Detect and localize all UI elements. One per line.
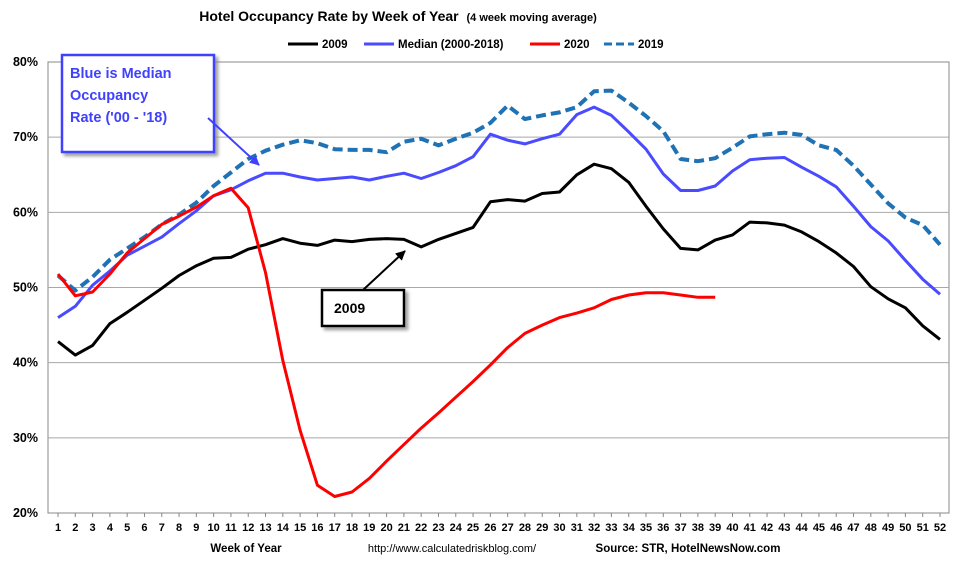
legend-item-2020: 2020 — [530, 39, 590, 51]
chart-title-sub: (4 week moving average) — [467, 12, 598, 24]
x-tick-label-9: 9 — [193, 522, 199, 534]
x-tick-label-26: 26 — [484, 522, 496, 534]
x-tick-label-31: 31 — [571, 522, 583, 534]
x-tick-label-50: 50 — [899, 522, 911, 534]
x-tick-label-39: 39 — [709, 522, 721, 534]
x-tick-label-25: 25 — [467, 522, 479, 534]
x-tick-label-11: 11 — [225, 522, 237, 534]
annotation-median-box — [60, 53, 216, 154]
x-tick-label-34: 34 — [623, 522, 636, 534]
x-tick-label-10: 10 — [208, 522, 220, 534]
legend-item-2009: 2009 — [288, 39, 348, 51]
chart-title: Hotel Occupancy Rate by Week of Year (4 … — [199, 8, 597, 24]
x-tick-label-2: 2 — [72, 522, 78, 534]
x-tick-label-32: 32 — [588, 522, 600, 534]
x-tick-label-36: 36 — [657, 522, 669, 534]
annotation-2009-arrow — [362, 250, 406, 291]
legend-label-median: Median (2000-2018) — [398, 39, 504, 51]
x-tick-label-48: 48 — [865, 522, 877, 534]
x-tick-label-40: 40 — [726, 522, 738, 534]
x-tick-label-13: 13 — [259, 522, 271, 534]
x-tick-label-42: 42 — [761, 522, 773, 534]
x-tick-label-18: 18 — [346, 522, 358, 534]
y-tick-label-70: 70% — [13, 130, 38, 144]
x-tick-label-4: 4 — [107, 522, 114, 534]
series-line-2009 — [57, 162, 941, 357]
x-tick-label-22: 22 — [415, 522, 427, 534]
x-tick-label-6: 6 — [141, 522, 147, 534]
x-tick-label-29: 29 — [536, 522, 548, 534]
y-tick-label-80: 80% — [13, 55, 38, 69]
annotation-2009-box — [320, 288, 406, 328]
x-tick-label-52: 52 — [934, 522, 946, 534]
footer-url: http://www.calculatedriskblog.com/ — [368, 543, 537, 555]
annotation-median-arrow — [207, 117, 260, 166]
footer-source: Source: STR, HotelNewsNow.com — [596, 543, 781, 555]
annotation-median-line-2: Occupancy — [70, 88, 148, 104]
x-tick-label-14: 14 — [277, 522, 290, 534]
x-tick-label-47: 47 — [847, 522, 859, 534]
x-tick-label-24: 24 — [450, 522, 463, 534]
series-line-2019 — [56, 88, 942, 293]
x-tick-label-46: 46 — [830, 522, 842, 534]
y-tick-label-60: 60% — [13, 205, 38, 219]
x-tick-label-49: 49 — [882, 522, 894, 534]
x-tick-label-15: 15 — [294, 522, 306, 534]
x-axis-label: Week of Year — [210, 543, 282, 555]
legend: 2009 Median (2000-2018) 2020 2019 — [288, 39, 664, 51]
annotation-median-line-1: Blue is Median — [70, 66, 172, 82]
y-tick-label-20: 20% — [13, 506, 38, 520]
y-tick-label-30: 30% — [13, 431, 38, 445]
y-tick-label-40: 40% — [13, 356, 38, 370]
x-tick-label-27: 27 — [502, 522, 514, 534]
annotation-2009-label: 2009 — [334, 300, 365, 316]
legend-label-2020: 2020 — [564, 39, 590, 51]
x-tick-label-33: 33 — [605, 522, 617, 534]
y-axis-ticks: 20% 30% 40% 50% 60% 70% 80% — [13, 55, 38, 520]
x-tick-label-7: 7 — [159, 522, 165, 534]
x-tick-label-41: 41 — [744, 522, 756, 534]
annotation-median-line-3: Rate ('00 - '18) — [70, 110, 167, 126]
x-tick-label-30: 30 — [553, 522, 565, 534]
x-tick-label-28: 28 — [519, 522, 531, 534]
series-line-2020 — [56, 186, 716, 498]
x-tick-label-21: 21 — [398, 522, 410, 534]
x-tick-label-20: 20 — [380, 522, 392, 534]
legend-label-2009: 2009 — [322, 39, 348, 51]
x-tick-label-44: 44 — [796, 522, 809, 534]
x-tick-label-12: 12 — [242, 522, 254, 534]
x-tick-label-5: 5 — [124, 522, 130, 534]
series-line-median-2000-2018 — [57, 105, 941, 319]
x-tick-label-3: 3 — [90, 522, 96, 534]
x-tick-label-37: 37 — [674, 522, 686, 534]
x-tick-label-16: 16 — [311, 522, 323, 534]
x-tick-label-45: 45 — [813, 522, 825, 534]
series-lines — [56, 88, 942, 498]
x-tick-label-8: 8 — [176, 522, 182, 534]
x-tick-label-43: 43 — [778, 522, 790, 534]
x-tick-label-51: 51 — [917, 522, 929, 534]
chart-title-main: Hotel Occupancy Rate by Week of Year — [199, 8, 459, 24]
legend-item-median: Median (2000-2018) — [364, 39, 504, 51]
annotation-2009: 2009 — [320, 250, 406, 328]
x-tick-label-19: 19 — [363, 522, 375, 534]
x-tick-label-38: 38 — [692, 522, 704, 534]
x-axis-ticks: 1 2 3 4 5 6 7 8 9 10 11 12 13 14 15 16 17 18 19 20 21 22 23 24 2… — [55, 513, 946, 534]
x-tick-label-35: 35 — [640, 522, 652, 534]
x-tick-label-23: 23 — [432, 522, 444, 534]
annotation-median: Blue is Median Occupancy Rate ('00 - '18… — [60, 53, 260, 166]
legend-item-2019: 2019 — [604, 39, 664, 51]
x-tick-label-1: 1 — [55, 522, 61, 534]
x-tick-label-17: 17 — [329, 522, 341, 534]
legend-label-2019: 2019 — [638, 39, 664, 51]
y-tick-label-50: 50% — [13, 281, 38, 295]
